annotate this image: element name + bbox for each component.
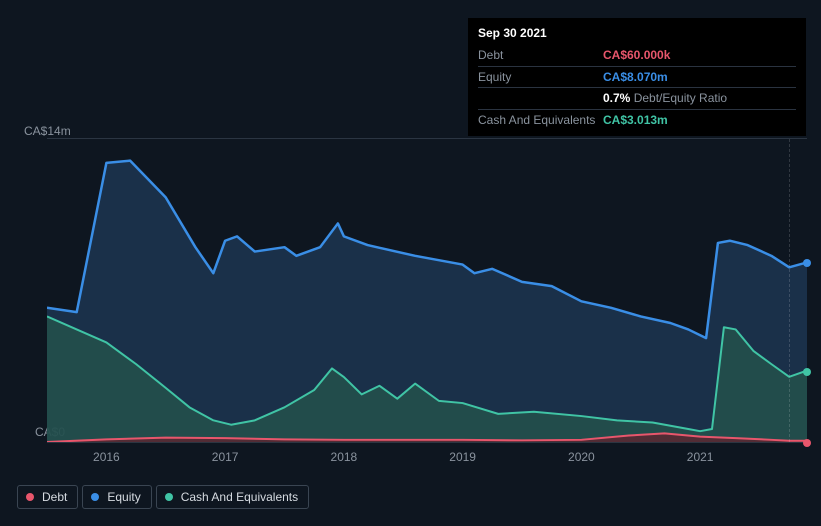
legend-label: Equity [107, 490, 140, 504]
tooltip-row: EquityCA$8.070m [478, 66, 796, 88]
x-tick: 2019 [449, 450, 476, 464]
x-tick: 2020 [568, 450, 595, 464]
series-end-marker [803, 439, 811, 447]
tooltip-label: Equity [478, 69, 603, 86]
tooltip-row: DebtCA$60.000k [478, 45, 796, 66]
legend-item[interactable]: Cash And Equivalents [156, 485, 309, 509]
tooltip-date: Sep 30 2021 [478, 25, 796, 45]
tooltip-label: Debt [478, 47, 603, 64]
legend-item[interactable]: Debt [17, 485, 78, 509]
legend-label: Cash And Equivalents [181, 490, 298, 504]
tooltip-value: CA$60.000k [603, 47, 796, 64]
cursor-line [789, 139, 790, 442]
tooltip-value: CA$8.070m [603, 69, 796, 86]
legend-dot-icon [91, 493, 99, 501]
legend-label: Debt [42, 490, 67, 504]
x-tick: 2021 [687, 450, 714, 464]
series-end-marker [803, 368, 811, 376]
x-axis: 2016 2017 2018 2019 2020 2021 [47, 450, 807, 470]
legend-dot-icon [165, 493, 173, 501]
x-tick: 2018 [331, 450, 358, 464]
chart-legend: Debt Equity Cash And Equivalents [17, 485, 309, 509]
legend-dot-icon [26, 493, 34, 501]
x-tick: 2016 [93, 450, 120, 464]
tooltip-value: 0.7% Debt/Equity Ratio [603, 90, 796, 107]
financial-chart: CA$14m CA$0 201620172018201920202021 [17, 118, 807, 478]
tooltip-label [478, 90, 603, 107]
y-axis-max: CA$14m [24, 124, 71, 138]
x-tick: 2017 [212, 450, 239, 464]
legend-item[interactable]: Equity [82, 485, 151, 509]
tooltip-row: 0.7% Debt/Equity Ratio [478, 87, 796, 109]
series-end-marker [803, 259, 811, 267]
plot-area[interactable] [47, 138, 807, 443]
